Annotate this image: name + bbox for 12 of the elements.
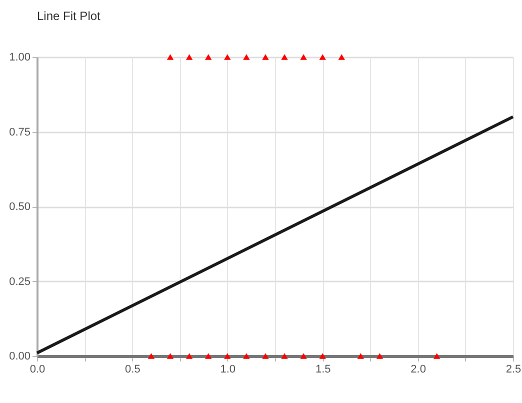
chart-title: Line Fit Plot <box>37 9 102 23</box>
x-tick-label: 2.0 <box>410 364 426 376</box>
y-tick-label: 1.00 <box>9 52 30 64</box>
y-tick-label: 0.75 <box>9 126 30 138</box>
x-tick-label: 0.0 <box>30 364 46 376</box>
x-tick-label: 1.0 <box>220 364 236 376</box>
x-tick-label: 2.5 <box>506 364 522 376</box>
x-tick-label: 1.5 <box>315 364 331 376</box>
x-tick-label: 0.5 <box>125 364 140 376</box>
y-tick-label: 0.25 <box>9 276 30 288</box>
y-tick-label: 0.50 <box>9 201 30 213</box>
y-tick-label: 0.00 <box>9 350 30 362</box>
